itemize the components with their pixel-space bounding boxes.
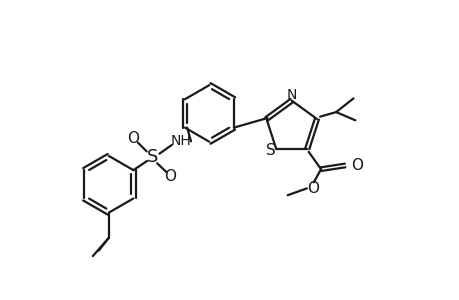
Text: N: N xyxy=(286,88,296,102)
Text: O: O xyxy=(127,130,139,146)
Text: O: O xyxy=(306,181,318,196)
Text: O: O xyxy=(163,169,176,184)
Text: O: O xyxy=(350,158,362,173)
Text: S: S xyxy=(265,143,275,158)
Text: NH: NH xyxy=(170,134,191,148)
Text: S: S xyxy=(146,148,158,166)
